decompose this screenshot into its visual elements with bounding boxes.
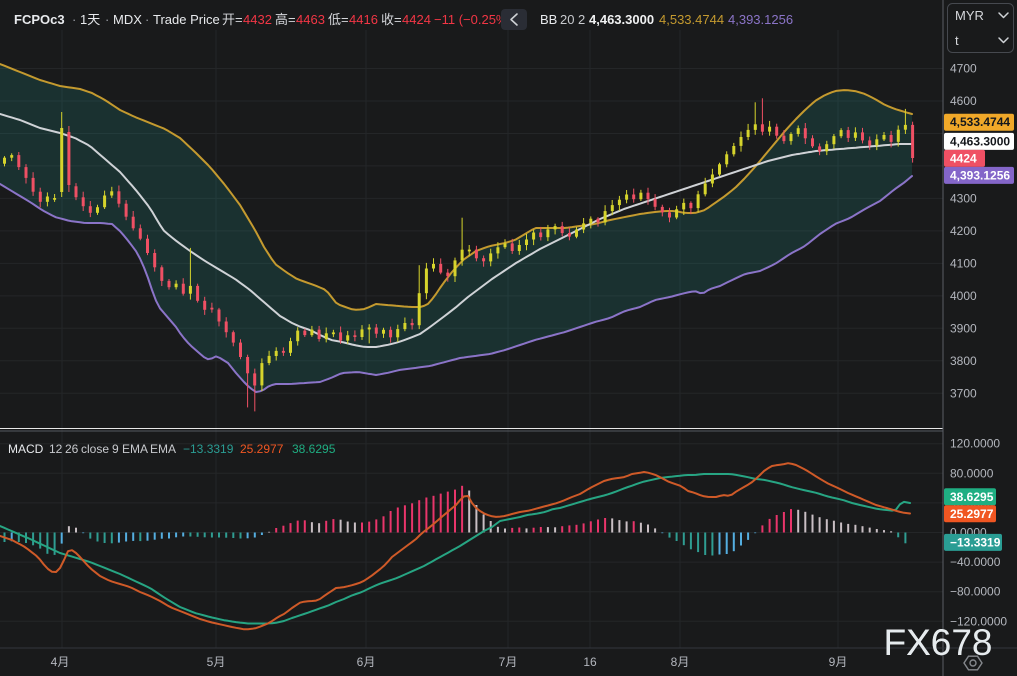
svg-text:4300: 4300 — [950, 191, 977, 205]
svg-text:9: 9 — [112, 442, 119, 456]
svg-text:Trade Price: Trade Price — [153, 12, 220, 27]
svg-text:−120.0000: −120.0000 — [950, 614, 1007, 628]
svg-text:·: · — [72, 12, 76, 27]
svg-text:EMA: EMA — [122, 442, 148, 456]
svg-text:−40.0000: −40.0000 — [950, 555, 1001, 569]
svg-text:4000: 4000 — [950, 289, 977, 303]
svg-text:25.2977: 25.2977 — [950, 507, 994, 521]
svg-text:2: 2 — [578, 12, 585, 27]
svg-text:4200: 4200 — [950, 224, 977, 238]
svg-text:close: close — [81, 442, 109, 456]
svg-text:38.6295: 38.6295 — [292, 442, 336, 456]
svg-text:4463: 4463 — [296, 12, 325, 27]
svg-text:MYR: MYR — [955, 8, 984, 23]
svg-text:3900: 3900 — [950, 321, 977, 335]
svg-text:4,463.3000: 4,463.3000 — [589, 12, 654, 27]
svg-text:8月: 8月 — [671, 655, 690, 669]
svg-text:4700: 4700 — [950, 62, 977, 76]
svg-text:4432: 4432 — [243, 12, 272, 27]
svg-text:4,463.3000: 4,463.3000 — [950, 134, 1010, 148]
svg-text:−11 (−0.25%): −11 (−0.25%) — [434, 12, 512, 27]
svg-text:4,533.4744: 4,533.4744 — [950, 115, 1010, 129]
svg-text:7月: 7月 — [499, 655, 518, 669]
svg-text:26: 26 — [65, 442, 79, 456]
svg-text:4416: 4416 — [349, 12, 378, 27]
svg-text:25.2977: 25.2977 — [240, 442, 284, 456]
svg-text:80.0000: 80.0000 — [950, 466, 994, 480]
svg-text:1天: 1天 — [80, 12, 100, 27]
svg-text:·: · — [145, 12, 149, 27]
svg-text:3700: 3700 — [950, 386, 977, 400]
svg-text:开=: 开= — [222, 12, 243, 27]
svg-text:·: · — [105, 12, 109, 27]
svg-text:MDX: MDX — [113, 12, 142, 27]
svg-text:9月: 9月 — [829, 655, 848, 669]
svg-text:BB: BB — [540, 12, 557, 27]
svg-text:4600: 4600 — [950, 94, 977, 108]
svg-text:−13.3319: −13.3319 — [183, 442, 234, 456]
svg-text:120.0000: 120.0000 — [950, 437, 1000, 451]
svg-text:5月: 5月 — [207, 655, 226, 669]
svg-text:6月: 6月 — [357, 655, 376, 669]
svg-text:4,533.4744: 4,533.4744 — [659, 12, 724, 27]
svg-text:−13.3319: −13.3319 — [950, 535, 1001, 549]
svg-text:4月: 4月 — [51, 655, 70, 669]
svg-text:−80.0000: −80.0000 — [950, 585, 1001, 599]
svg-text:收=: 收= — [381, 12, 402, 27]
svg-text:MACD: MACD — [8, 442, 44, 456]
svg-text:高=: 高= — [275, 12, 296, 27]
svg-text:20: 20 — [560, 12, 574, 27]
svg-text:3800: 3800 — [950, 354, 977, 368]
svg-text:t: t — [955, 33, 959, 48]
svg-text:EMA: EMA — [150, 442, 176, 456]
svg-text:4100: 4100 — [950, 256, 977, 270]
svg-text:FCPOc3: FCPOc3 — [14, 12, 65, 27]
svg-text:4424: 4424 — [950, 151, 977, 165]
svg-text:12: 12 — [49, 442, 63, 456]
svg-text:低=: 低= — [328, 12, 349, 27]
svg-text:4,393.1256: 4,393.1256 — [728, 12, 793, 27]
svg-text:4424: 4424 — [402, 12, 431, 27]
svg-text:38.6295: 38.6295 — [950, 490, 994, 504]
svg-text:4,393.1256: 4,393.1256 — [950, 168, 1010, 182]
svg-text:16: 16 — [583, 655, 597, 669]
